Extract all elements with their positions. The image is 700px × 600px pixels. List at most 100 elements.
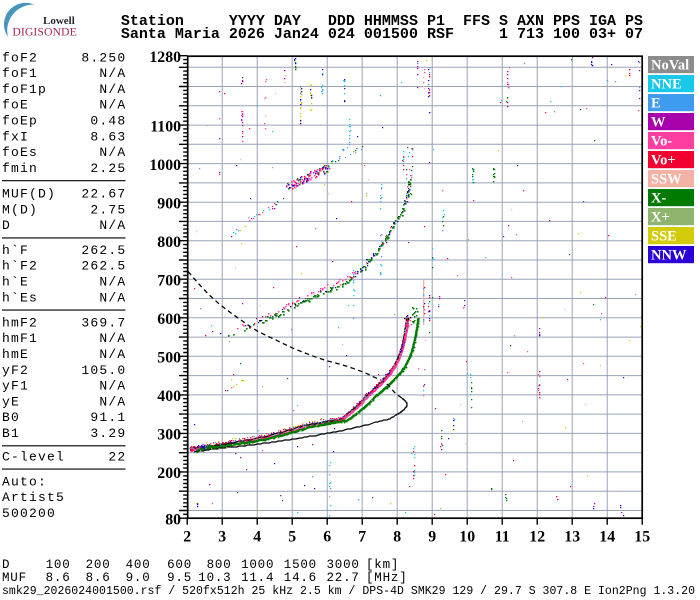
svg-text:SSE: SSE xyxy=(651,229,677,245)
svg-text:B1: B1 xyxy=(2,426,20,441)
svg-text:D: D xyxy=(2,558,10,572)
svg-text:Artist5: Artist5 xyxy=(2,490,65,505)
svg-text:2.25: 2.25 xyxy=(90,161,126,176)
svg-text:N/A: N/A xyxy=(99,145,126,160)
svg-text:E: E xyxy=(651,96,661,112)
svg-text:8.6: 8.6 xyxy=(46,571,71,585)
svg-text:80: 80 xyxy=(165,511,181,528)
svg-text:MUF: MUF xyxy=(2,571,27,585)
svg-text:105.0: 105.0 xyxy=(81,363,126,378)
svg-text:fmin: fmin xyxy=(2,161,38,176)
svg-text:N/A: N/A xyxy=(99,379,126,394)
svg-text:foEs: foEs xyxy=(2,145,38,160)
svg-text:10: 10 xyxy=(459,528,475,545)
svg-text:400: 400 xyxy=(126,558,151,572)
svg-text:NNE: NNE xyxy=(651,77,682,93)
svg-text:8: 8 xyxy=(393,528,401,545)
svg-text:Lowell: Lowell xyxy=(43,15,75,27)
svg-text:foE: foE xyxy=(2,98,29,113)
svg-text:foF2: foF2 xyxy=(2,50,38,65)
svg-text:N/A: N/A xyxy=(99,290,126,305)
svg-text:1000: 1000 xyxy=(149,157,181,174)
svg-text:yE: yE xyxy=(2,394,20,409)
svg-text:600: 600 xyxy=(157,311,181,328)
svg-text:yF1: yF1 xyxy=(2,379,29,394)
svg-text:SSW: SSW xyxy=(651,172,682,188)
svg-text:X+: X+ xyxy=(651,210,670,226)
svg-text:Vo-: Vo- xyxy=(651,134,672,150)
svg-text:9.0: 9.0 xyxy=(126,571,151,585)
svg-text:1500: 1500 xyxy=(284,558,317,572)
svg-text:N/A: N/A xyxy=(99,331,126,346)
svg-text:Station YYYY DAY DDD HHM: Station YYYY DAY DDD HHMMSS P1 FFS S AXN… xyxy=(121,13,643,30)
svg-text:[km]: [km] xyxy=(366,558,399,572)
svg-text:8.250: 8.250 xyxy=(81,50,126,65)
svg-text:900: 900 xyxy=(157,195,181,212)
svg-text:h`F: h`F xyxy=(2,243,29,258)
svg-text:N/A: N/A xyxy=(99,394,126,409)
svg-text:300: 300 xyxy=(157,427,181,444)
svg-text:2: 2 xyxy=(183,528,191,545)
svg-text:13: 13 xyxy=(564,528,580,545)
svg-text:14: 14 xyxy=(599,528,615,545)
svg-text:N/A: N/A xyxy=(99,82,126,97)
svg-text:1000: 1000 xyxy=(241,558,274,572)
svg-text:22.7: 22.7 xyxy=(326,571,359,585)
svg-text:10.3: 10.3 xyxy=(198,571,231,585)
svg-text:2.75: 2.75 xyxy=(90,202,126,217)
svg-text:fxI: fxI xyxy=(2,129,29,144)
svg-text:400: 400 xyxy=(157,388,181,405)
svg-text:8.6: 8.6 xyxy=(86,571,111,585)
svg-text:100: 100 xyxy=(46,558,71,572)
svg-text:1280: 1280 xyxy=(149,49,181,66)
svg-text:foF1p: foF1p xyxy=(2,82,47,97)
svg-text:N/A: N/A xyxy=(99,218,126,233)
svg-text:foF1: foF1 xyxy=(2,66,38,81)
svg-text:3000: 3000 xyxy=(326,558,359,572)
svg-text:Auto:: Auto: xyxy=(2,474,47,489)
svg-text:MUF(D): MUF(D) xyxy=(2,187,56,202)
svg-text:h`Es: h`Es xyxy=(2,290,38,305)
svg-text:smk29_2026024001500.rsf / 520f: smk29_2026024001500.rsf / 520fx512h 25 k… xyxy=(2,585,695,598)
svg-text:NoVal: NoVal xyxy=(651,58,689,74)
svg-text:800: 800 xyxy=(207,558,232,572)
svg-text:N/A: N/A xyxy=(99,98,126,113)
svg-text:14.6: 14.6 xyxy=(284,571,317,585)
svg-text:9.5: 9.5 xyxy=(167,571,192,585)
svg-text:15: 15 xyxy=(634,528,650,545)
svg-text:h`E: h`E xyxy=(2,275,29,290)
svg-text:NNW: NNW xyxy=(651,248,687,264)
svg-text:262.5: 262.5 xyxy=(81,259,126,274)
svg-text:[MHz]: [MHz] xyxy=(366,571,408,585)
svg-text:Santa Maria 2026 Jan24 024 001: Santa Maria 2026 Jan24 024 001500 RSF 1 … xyxy=(121,26,643,43)
svg-text:262.5: 262.5 xyxy=(81,243,126,258)
svg-text:5: 5 xyxy=(288,528,296,545)
svg-text:500200: 500200 xyxy=(2,506,56,521)
svg-text:600: 600 xyxy=(167,558,192,572)
svg-text:9: 9 xyxy=(428,528,436,545)
svg-text:22.67: 22.67 xyxy=(81,187,126,202)
svg-text:N/A: N/A xyxy=(99,275,126,290)
svg-text:h`F2: h`F2 xyxy=(2,259,38,274)
svg-text:369.7: 369.7 xyxy=(81,315,126,330)
svg-text:4: 4 xyxy=(253,528,261,545)
svg-text:1100: 1100 xyxy=(150,118,181,135)
svg-text:N/A: N/A xyxy=(99,347,126,362)
svg-text:D: D xyxy=(2,218,11,233)
svg-text:hmE: hmE xyxy=(2,347,29,362)
svg-text:500: 500 xyxy=(157,350,181,367)
svg-text:12: 12 xyxy=(529,528,545,545)
svg-text:3: 3 xyxy=(218,528,226,545)
svg-text:W: W xyxy=(651,115,666,131)
svg-text:11.4: 11.4 xyxy=(241,571,274,585)
svg-text:C-level: C-level xyxy=(2,449,65,464)
svg-text:22: 22 xyxy=(108,449,126,464)
svg-text:800: 800 xyxy=(157,234,181,251)
svg-text:foEp: foEp xyxy=(2,114,38,129)
svg-text:Vo+: Vo+ xyxy=(651,153,676,169)
svg-text:yF2: yF2 xyxy=(2,363,29,378)
svg-text:7: 7 xyxy=(358,528,366,545)
svg-text:DIGISONDE: DIGISONDE xyxy=(12,24,76,38)
svg-text:B0: B0 xyxy=(2,410,20,425)
svg-text:200: 200 xyxy=(157,465,181,482)
